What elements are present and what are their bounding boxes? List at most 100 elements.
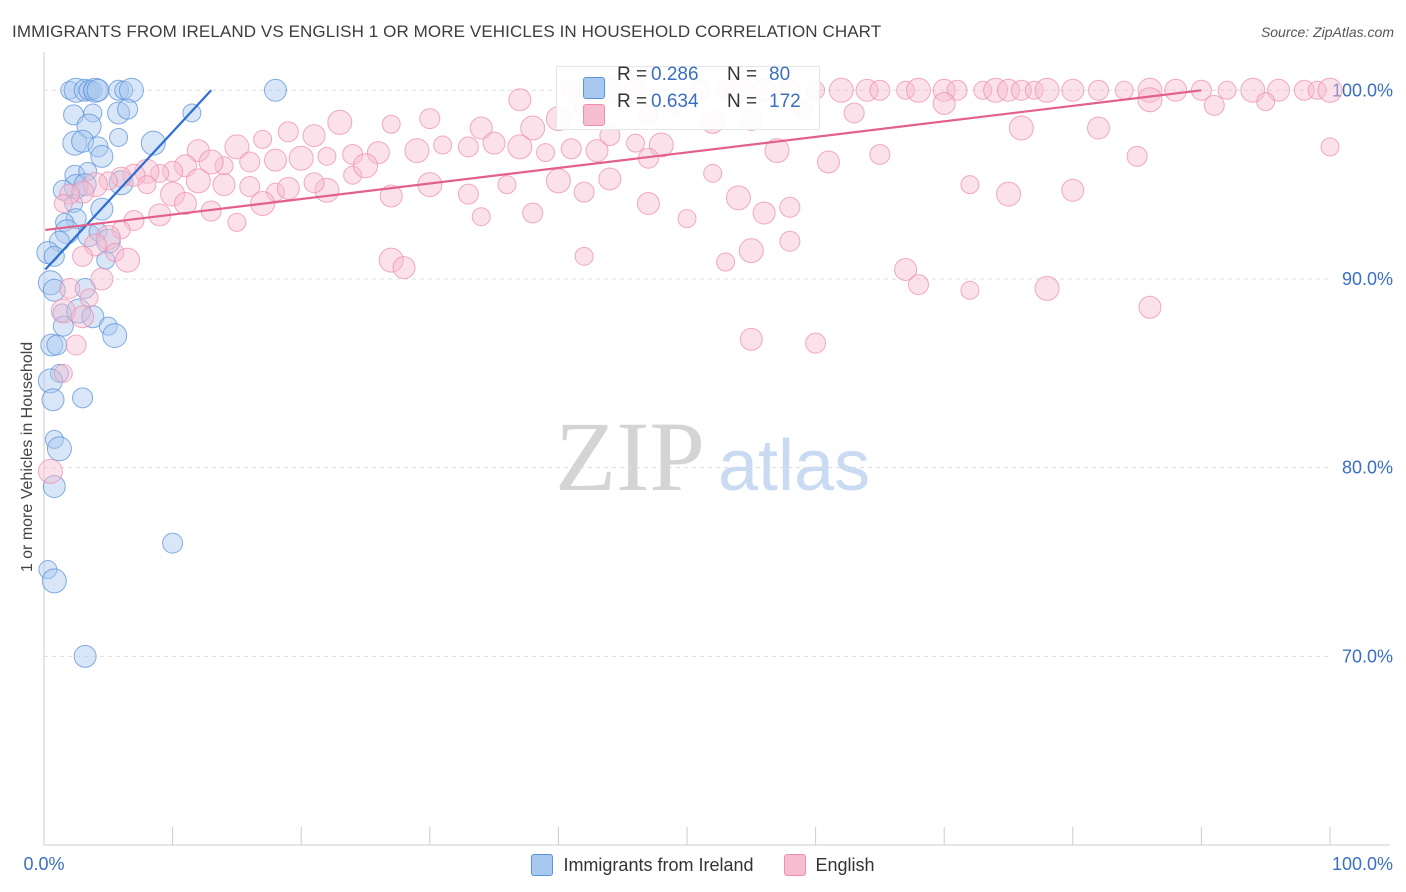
stats-english-r-value: 0.634 xyxy=(651,91,699,112)
english-point xyxy=(59,277,81,299)
trend-lines xyxy=(44,89,1202,271)
english-point xyxy=(1024,80,1044,100)
english-point xyxy=(997,78,1020,102)
english-point xyxy=(1307,80,1327,100)
english-point xyxy=(317,146,337,166)
english-point xyxy=(1217,80,1237,100)
english-point xyxy=(59,183,81,205)
english-point xyxy=(894,258,918,282)
ireland-point xyxy=(73,644,97,668)
english-point xyxy=(996,181,1021,207)
english-point xyxy=(276,176,300,200)
stats-english-n-value: 172 xyxy=(769,91,801,112)
y-tick-label: 100.0% xyxy=(1332,80,1393,100)
ireland-point xyxy=(52,179,74,201)
english-point xyxy=(843,102,865,124)
english-point xyxy=(545,168,571,194)
ireland-point xyxy=(73,78,97,102)
english-point xyxy=(983,77,1009,103)
english-point xyxy=(1114,80,1134,100)
english-point xyxy=(1137,87,1163,113)
ireland-point xyxy=(43,245,65,267)
english-point xyxy=(1061,78,1085,102)
english-point xyxy=(253,129,273,149)
stats-box: R = 0.286 N = 80 R = 0.634 N = 172 xyxy=(556,64,820,130)
y-tick-label: 70.0% xyxy=(1342,646,1393,666)
english-point xyxy=(160,181,186,207)
y-tick-label: 90.0% xyxy=(1342,269,1393,289)
english-point xyxy=(379,184,403,208)
english-point xyxy=(198,149,224,175)
english-point xyxy=(137,175,157,195)
english-point xyxy=(1034,77,1060,103)
english-point xyxy=(65,334,87,356)
english-point xyxy=(433,135,453,155)
ireland-point xyxy=(102,323,128,349)
english-point xyxy=(343,165,363,185)
english-point xyxy=(522,202,544,224)
watermark-atlas: atlas xyxy=(718,426,870,506)
english-point xyxy=(739,327,763,351)
legend-item-english[interactable]: English xyxy=(783,854,875,876)
x-tick-label-min: 0.0% xyxy=(23,854,64,874)
english-point xyxy=(677,209,697,229)
ireland-point xyxy=(108,170,134,196)
english-point xyxy=(779,196,801,218)
english-point xyxy=(507,134,533,160)
english-point xyxy=(960,280,980,300)
english-point xyxy=(82,172,108,198)
english-point xyxy=(1087,116,1111,140)
english-point xyxy=(960,175,980,195)
y-tick-labels: 100.0% 90.0% 80.0% 70.0% xyxy=(1332,80,1393,666)
english-point xyxy=(1256,92,1276,112)
english-point xyxy=(457,183,479,205)
ireland-point xyxy=(108,79,130,101)
english-point xyxy=(404,138,430,164)
english-point xyxy=(71,305,95,329)
english-point xyxy=(752,201,776,225)
stats-ireland-n-value: 80 xyxy=(769,64,791,85)
english-point xyxy=(469,116,493,140)
english-point xyxy=(302,124,326,148)
english-point xyxy=(239,176,261,198)
english-point xyxy=(173,192,197,216)
x-tick-label-max: 100.0% xyxy=(1332,854,1393,874)
english-point xyxy=(1138,295,1162,319)
english-point xyxy=(973,80,993,100)
ireland-point xyxy=(52,315,74,337)
ireland-point xyxy=(37,368,63,394)
english-point xyxy=(392,256,416,280)
ireland-point xyxy=(42,278,66,302)
english-point xyxy=(869,79,891,101)
legend: Immigrants from Ireland English xyxy=(0,852,1406,878)
stats-swatch-english xyxy=(583,104,605,126)
ireland-point xyxy=(72,387,94,409)
english-point xyxy=(72,245,94,267)
english-point xyxy=(303,172,325,194)
english-point xyxy=(725,185,751,211)
gridlines xyxy=(44,89,1330,657)
ireland-point xyxy=(74,277,96,299)
english-point xyxy=(585,139,609,163)
english-point xyxy=(738,238,764,264)
x-tick-labels: 0.0% 100.0% xyxy=(23,854,1393,874)
stats-ireland-r-label: R = xyxy=(617,64,648,85)
english-point xyxy=(1317,77,1343,103)
english-point xyxy=(896,80,916,100)
english-point xyxy=(263,148,287,172)
ireland-point xyxy=(62,130,88,156)
stats-ireland-r-value: 0.286 xyxy=(651,64,699,85)
english-point xyxy=(83,233,107,257)
english-point xyxy=(828,77,854,103)
legend-item-ireland[interactable]: Immigrants from Ireland xyxy=(531,854,754,876)
ireland-point xyxy=(140,130,166,156)
legend-label-ireland: Immigrants from Ireland xyxy=(563,854,754,875)
english-point xyxy=(471,207,491,227)
stats-english-n-label: N = xyxy=(727,91,758,112)
chart-title: IMMIGRANTS FROM IRELAND VS ENGLISH 1 OR … xyxy=(12,22,882,41)
english-point xyxy=(227,212,247,232)
english-point xyxy=(805,332,827,354)
ireland-point xyxy=(109,127,129,147)
stats-english-r-label: R = xyxy=(617,91,648,112)
english-point xyxy=(150,163,170,183)
